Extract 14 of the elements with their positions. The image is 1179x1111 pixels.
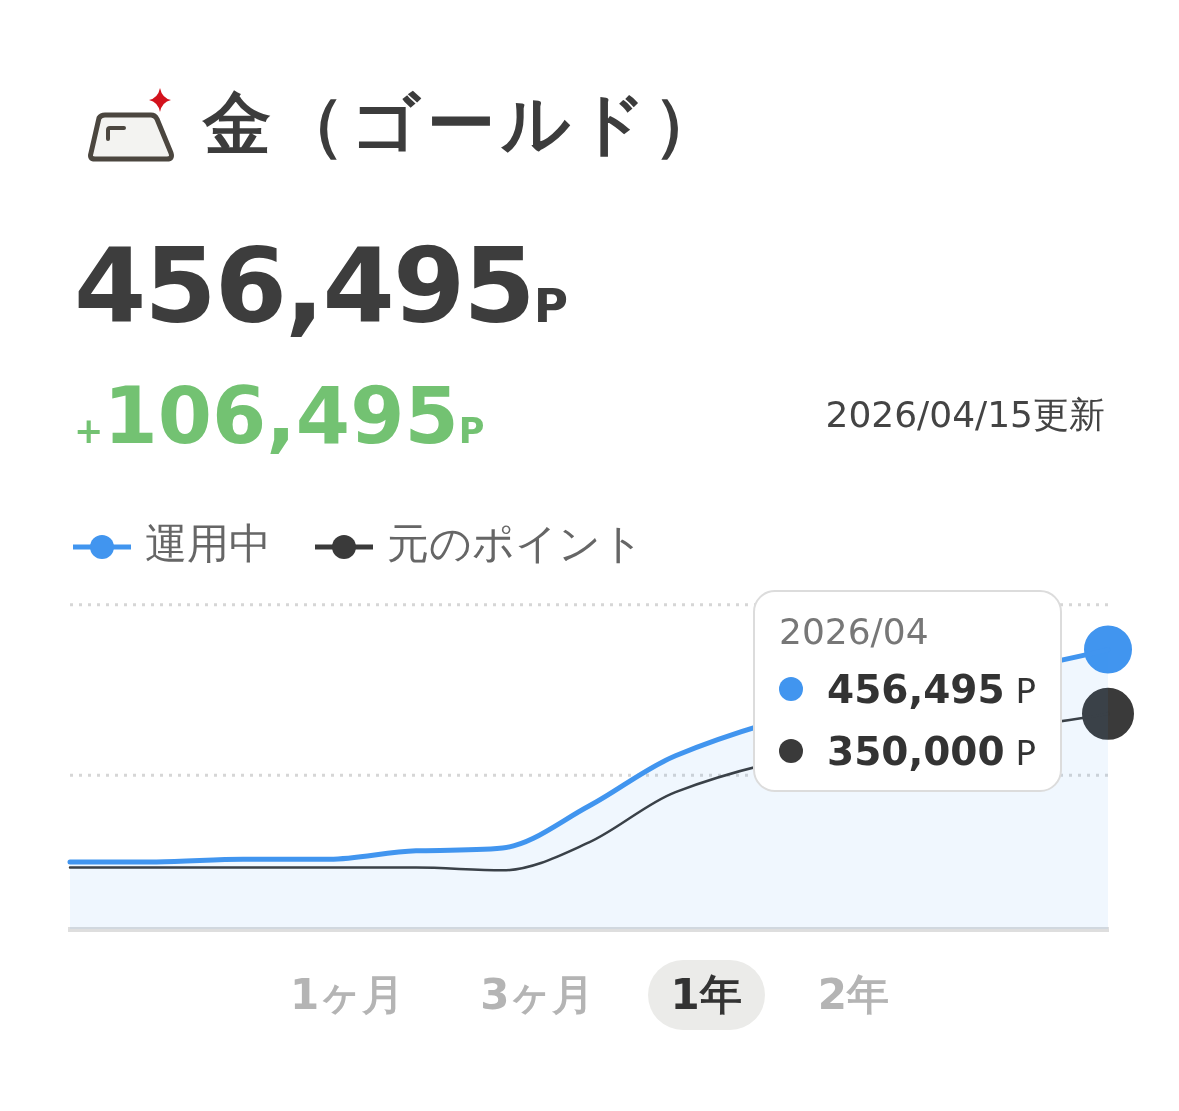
annotation: 2026/04 — [779, 610, 930, 654]
annotation: 456,495 P — [827, 666, 1036, 712]
text: +106,495P — [74, 371, 485, 461]
legend-label: 運用中 — [145, 518, 271, 568]
tooltip-card: 2026/04 456,495 P 350,000 P — [753, 590, 1062, 792]
selected-tab[interactable]: 1年 — [647, 960, 765, 1030]
text: 1ヶ月 — [289, 969, 406, 1021]
chart-title: 金（ゴールド） — [203, 84, 727, 163]
text: 2年 — [816, 969, 890, 1021]
text: 3ヶ月 — [479, 969, 596, 1021]
legend-label: 元のポイント — [387, 518, 644, 568]
annotation: 350,000 P — [827, 728, 1036, 774]
text: 2026/04/15更新 — [825, 394, 1105, 435]
text: 456,495P — [74, 225, 568, 347]
